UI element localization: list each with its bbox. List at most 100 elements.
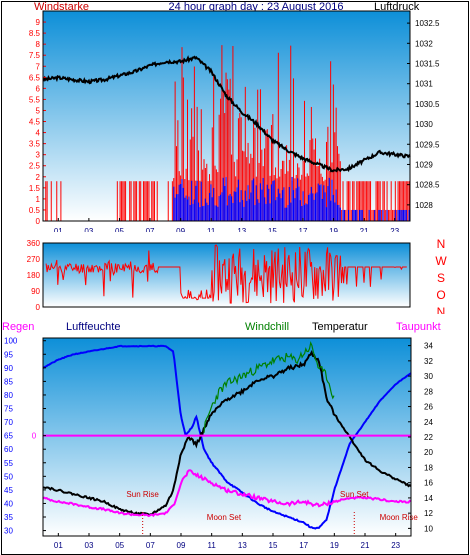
pressure-tick-label: 1032.5 (415, 19, 440, 28)
hour-tick-label: 05 (115, 541, 124, 550)
hour-tick-label: 11 (207, 227, 216, 232)
humidity-tick-label: 85 (4, 377, 13, 386)
direction-line (45, 244, 407, 304)
humidity-tick-label: 95 (4, 350, 13, 359)
direction-tick-label: 90 (31, 287, 40, 296)
wind-tick-label: 9 (36, 18, 41, 27)
hour-tick-label: 21 (360, 227, 369, 232)
pressure-tick-label: 1030 (415, 120, 433, 129)
pressure-series (42, 55, 411, 173)
astro-annotations: Sun Rise Sun Set Moon Set Moon Rise (126, 490, 418, 536)
wind-tick-label: 4.5 (29, 118, 41, 127)
temp-axis-ticks: 3035404550556065707580859095100101214161… (4, 337, 433, 550)
wind-tick-label: 3.5 (29, 140, 41, 149)
hour-tick-label: 19 (330, 541, 339, 550)
annotation-label: Sun Rise (126, 490, 159, 499)
direction-plot-border (42, 242, 411, 308)
hour-tick-label: 09 (177, 541, 186, 550)
wind-tick-label: 8.5 (29, 29, 41, 38)
wind-tick-label: 5.5 (29, 95, 41, 104)
annotation-label: Moon Set (207, 513, 242, 522)
temperature-tick-label: 30 (424, 372, 433, 381)
wind-tick-label: 2.5 (29, 162, 41, 171)
wind-tick-label: 1 (36, 195, 41, 204)
pressure-line (42, 55, 411, 173)
humidity-tick-label: 40 (4, 499, 13, 508)
temperature-humidity-chart: Regen Luftfeuchte Windchill Temperatur Taupu… (2, 321, 441, 550)
humidity-tick-label: 30 (4, 527, 13, 536)
temperature-tick-label: 28 (424, 387, 433, 396)
pressure-tick-label: 1032 (415, 39, 433, 48)
humidity-tick-label: 45 (4, 486, 13, 495)
direction-series (45, 244, 407, 304)
hour-tick-label: 19 (329, 227, 338, 232)
pressure-tick-label: 1031 (415, 80, 433, 89)
humidity-tick-label: 55 (4, 459, 13, 468)
chart-title: 24 hour graph day : 23 August 2016 (169, 1, 344, 13)
wind-tick-label: 0.5 (29, 206, 41, 215)
hour-tick-label: 01 (54, 227, 63, 232)
temperature-tick-label: 32 (424, 357, 433, 366)
direction-plot-area (43, 243, 410, 307)
annotation-label: Moon Rise (380, 513, 419, 522)
temp-plot-border (42, 337, 412, 537)
humidity-tick-label: 75 (4, 405, 13, 414)
compass-label: W (435, 254, 447, 268)
luftfeuchte-series (42, 344, 412, 530)
hour-tick-label: 07 (146, 541, 155, 550)
humidity-tick-label: 50 (4, 472, 13, 481)
hour-tick-label: 13 (238, 541, 247, 550)
pressure-axis-label: Luftdruck (374, 1, 420, 13)
direction-tick-label: 0 (36, 303, 41, 312)
taupunkt-series (42, 469, 412, 518)
wind-axis-ticks: 0 0.5 1 1.5 2 2.5 3 3.5 4 4.5 5 5.5 6 6.5 7 7.5 8 8.5 9 102… (29, 18, 440, 232)
pressure-tick-label: 1029 (415, 160, 433, 169)
temperature-tick-label: 10 (424, 524, 433, 533)
hour-tick-label: 17 (299, 541, 308, 550)
compass-label: N (437, 305, 446, 314)
compass-label: N (437, 237, 446, 251)
wind-tick-label: 8 (36, 40, 41, 49)
wind-tick-label: 1.5 (29, 184, 41, 193)
hour-tick-label: 23 (391, 541, 400, 550)
wind-tick-label: 2 (36, 173, 41, 182)
temperature-tick-label: 20 (424, 448, 433, 457)
wind-tick-label: 6 (36, 84, 41, 93)
wind-tick-label: 7.5 (29, 51, 41, 60)
temperature-tick-label: 12 (424, 509, 433, 518)
windchill-series (203, 341, 335, 433)
humidity-tick-label: 60 (4, 445, 13, 454)
legend-item: Taupunkt (396, 321, 441, 333)
hour-tick-label: 03 (84, 227, 93, 232)
direction-tick-label: 360 (27, 239, 41, 248)
compass-label: O (436, 288, 445, 302)
temperature-tick-label: 26 (424, 403, 433, 412)
temp-plot-area (43, 338, 411, 536)
temperature-tick-label: 22 (424, 433, 433, 442)
temperature-tick-label: 16 (424, 479, 433, 488)
wind-tick-label: 5 (36, 106, 41, 115)
wind-tick-label: 6.5 (29, 73, 41, 82)
annotation-label: Sun Set (340, 490, 369, 499)
humidity-tick-label: 100 (4, 337, 18, 346)
humidity-tick-label: 65 (4, 432, 13, 441)
temperatur-series (42, 349, 412, 517)
rain-zero-label: 0 (32, 432, 37, 441)
humidity-tick-label: 35 (4, 513, 13, 522)
wind-tick-label: 0 (36, 217, 41, 226)
temperature-tick-label: 24 (424, 418, 433, 427)
hour-tick-label: 13 (237, 227, 246, 232)
hour-tick-label: 01 (54, 541, 63, 550)
chart-legend: Regen Luftfeuchte Windchill Temperatur Taupu… (2, 321, 441, 333)
humidity-tick-label: 90 (4, 364, 13, 373)
hour-tick-label: 23 (390, 227, 399, 232)
wind-bars (45, 45, 410, 221)
hour-tick-label: 17 (299, 227, 308, 232)
legend-item: Windchill (245, 321, 289, 333)
wind-tick-label: 3 (36, 151, 41, 160)
humidity-tick-label: 80 (4, 391, 13, 400)
pressure-tick-label: 1028 (415, 201, 433, 210)
compass-label: S (437, 271, 445, 285)
